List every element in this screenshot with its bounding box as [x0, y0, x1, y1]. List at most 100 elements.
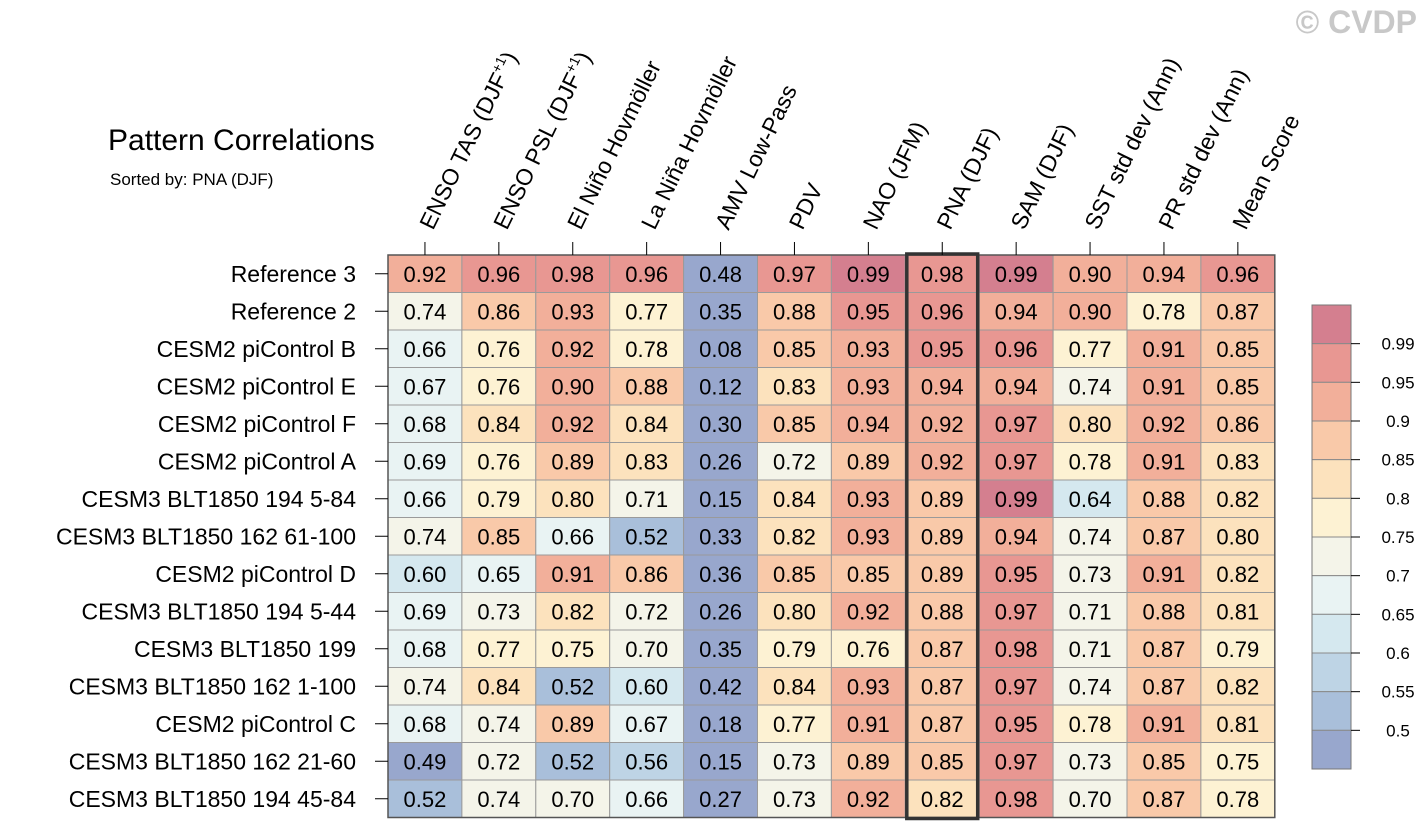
cell-value-label: 0.90 [1069, 262, 1112, 287]
heatmap-cell [1126, 367, 1202, 406]
cell-value-label: 0.97 [995, 674, 1038, 699]
heatmap-cell [461, 667, 537, 706]
heatmap-cell [1200, 667, 1276, 706]
cell-value-label: 0.84 [477, 412, 520, 437]
cell-value-label: 0.96 [1216, 262, 1259, 287]
heatmap-cell [609, 517, 685, 556]
cell-value-label: 0.87 [1143, 637, 1186, 662]
colorbar-tick-label: 0.95 [1381, 373, 1414, 392]
cell-value-label: 0.15 [699, 749, 742, 774]
cell-value-label: 0.78 [1216, 787, 1259, 812]
heatmap-cell [1200, 254, 1276, 293]
heatmap-cell [609, 404, 685, 443]
cell-value-label: 0.88 [773, 299, 816, 324]
row-label: CESM3 BLT1850 194 5-84 [82, 486, 357, 512]
cell-value-label: 0.91 [551, 562, 594, 587]
cell-value-label: 0.82 [1216, 487, 1259, 512]
cell-value-label: 0.89 [921, 562, 964, 587]
heatmap-cell [683, 554, 758, 593]
cell-value-label: 0.80 [1216, 524, 1259, 549]
cell-value-label: 0.93 [847, 487, 890, 512]
heatmap-cell [387, 442, 463, 481]
cell-value-label: 0.73 [1069, 562, 1112, 587]
colorbar: 0.5 0.55 0.6 0.65 0.7 0.75 0.8 0.85 0.9 0.95 0.99 [1311, 304, 1415, 770]
row-label: CESM2 piControl A [158, 448, 357, 474]
heatmap-cell [683, 292, 758, 331]
cell-value-label: 0.73 [773, 787, 816, 812]
heatmap-cell [1126, 442, 1202, 481]
heatmap-cell [387, 404, 463, 443]
cell-value-label: 0.88 [625, 374, 668, 399]
cell-value-label: 0.96 [625, 262, 668, 287]
heatmap-cell [1200, 629, 1276, 668]
cell-value-label: 0.79 [773, 637, 816, 662]
row-label: CESM2 piControl D [155, 561, 356, 587]
cell-value-label: 0.65 [477, 562, 520, 587]
cell-value-label: 0.84 [625, 412, 668, 437]
heatmap-cell [461, 704, 537, 743]
heatmap-cell [609, 329, 685, 368]
cell-value-label: 0.90 [551, 374, 594, 399]
row-label: CESM3 BLT1850 199 [134, 636, 356, 662]
cell-value-label: 0.83 [1216, 449, 1259, 474]
cell-value-label: 0.71 [625, 487, 668, 512]
cell-value-label: 0.94 [1143, 262, 1186, 287]
row-label: CESM3 BLT1850 162 21-60 [69, 748, 356, 774]
cell-value-label: 0.94 [995, 299, 1038, 324]
cell-value-label: 0.99 [995, 262, 1038, 287]
heatmap-cell [683, 779, 758, 818]
column-label-pdv: PDV [784, 179, 828, 233]
cell-value-label: 0.93 [847, 374, 890, 399]
cell-value-label: 0.92 [404, 262, 447, 287]
colorbar-swatch [1311, 304, 1352, 345]
heatmap-cell [757, 517, 832, 556]
cell-value-label: 0.91 [1143, 374, 1186, 399]
heatmap-cell [1126, 517, 1202, 556]
heatmap-cell [1126, 554, 1202, 593]
cell-value-label: 0.75 [1216, 749, 1259, 774]
heatmap-cell [461, 479, 537, 518]
cell-value-label: 0.26 [699, 449, 742, 474]
heatmap-cell [535, 742, 611, 781]
cell-value-label: 0.85 [1143, 749, 1186, 774]
colorbar-swatch [1311, 575, 1352, 615]
heatmap-cell [609, 554, 685, 593]
heatmap-cell [683, 404, 758, 443]
cell-value-label: 0.85 [1216, 337, 1259, 362]
cell-value-label: 0.88 [1143, 487, 1186, 512]
heatmap-cell [1052, 404, 1128, 443]
cell-value-label: 0.78 [625, 337, 668, 362]
cell-value-label: 0.87 [1143, 787, 1186, 812]
cell-value-label: 0.52 [625, 524, 668, 549]
cell-value-label: 0.35 [699, 637, 742, 662]
cell-value-label: 0.73 [773, 749, 816, 774]
cell-value-label: 0.97 [995, 749, 1038, 774]
cell-value-label: 0.75 [551, 637, 594, 662]
heatmap-cells: 0.92 0.96 0.98 0.96 0.48 0.97 0.99 0.98 0.99 0.90… [387, 254, 1276, 818]
colorbar-swatch [1311, 459, 1352, 499]
heatmap-cell [1052, 592, 1128, 631]
row-label: CESM2 piControl B [157, 336, 356, 362]
cell-value-label: 0.96 [995, 337, 1038, 362]
colorbar-tick-label: 0.85 [1381, 451, 1414, 470]
cell-value-label: 0.87 [921, 637, 964, 662]
cell-value-label: 0.91 [1143, 562, 1186, 587]
row-label: CESM3 BLT1850 194 5-44 [82, 598, 357, 624]
heatmap-cell [535, 592, 611, 631]
heatmap-cell [830, 704, 906, 743]
colorbar-swatch [1311, 691, 1352, 731]
cell-value-label: 0.85 [773, 562, 816, 587]
heatmap-cell [757, 629, 832, 668]
heatmap-cell [1200, 479, 1276, 518]
cell-value-label: 0.86 [477, 299, 520, 324]
heatmap-cell [757, 667, 832, 706]
cell-value-label: 0.70 [625, 637, 668, 662]
heatmap-cell [757, 592, 832, 631]
cell-value-label: 0.74 [1069, 674, 1112, 699]
column-label-mean: Mean Score [1227, 110, 1305, 233]
cell-value-label: 0.35 [699, 299, 742, 324]
chart-subtitle: Sorted by: PNA (DJF) [110, 170, 274, 189]
heatmap-cell [1052, 779, 1128, 818]
colorbar-tick-label: 0.5 [1386, 721, 1410, 740]
cell-value-label: 0.77 [1069, 337, 1112, 362]
